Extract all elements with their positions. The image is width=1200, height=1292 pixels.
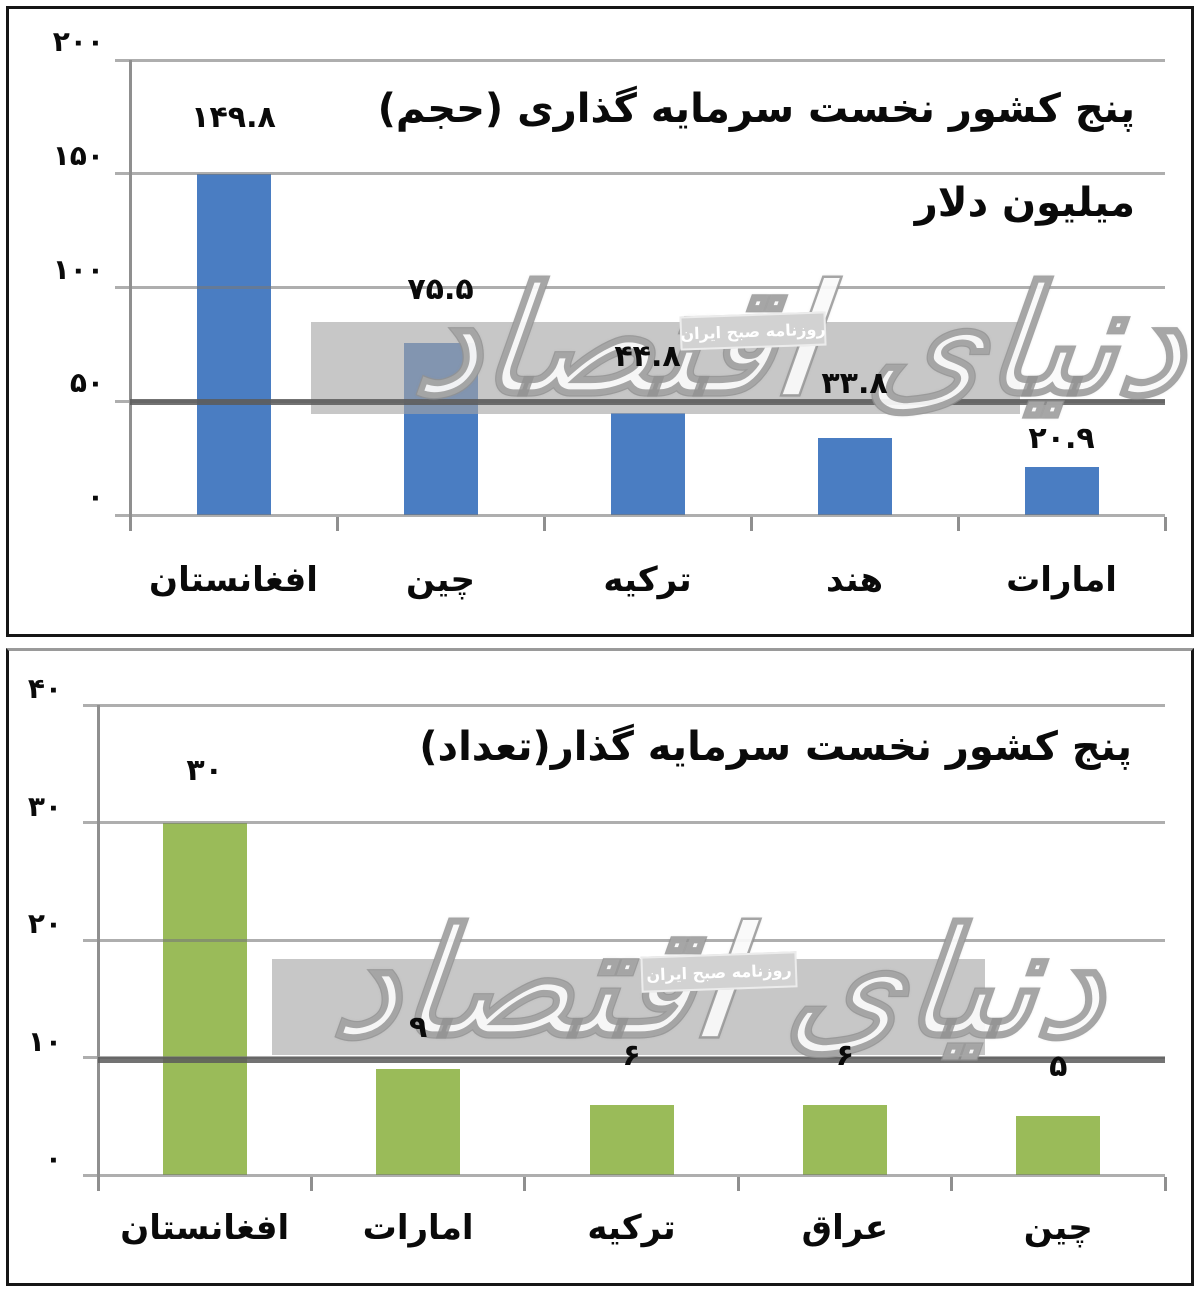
bar: [1024, 467, 1099, 515]
gridline: [115, 172, 1165, 176]
y-axis-label: ۱۵۰: [52, 138, 104, 172]
x-axis-tick: [950, 1177, 954, 1191]
x-axis-tick: [542, 517, 546, 531]
category-label: ترکیه: [587, 1208, 676, 1248]
y-axis-label: ۴۰: [27, 672, 62, 705]
gridline: [115, 286, 1165, 289]
category-label: چین: [406, 560, 475, 600]
x-axis-tick: [956, 517, 960, 531]
category-label: امارات: [1006, 560, 1117, 600]
y-axis-line: [128, 60, 132, 531]
gridline: [83, 1173, 1165, 1177]
y-axis-label: ۲۰۰: [52, 25, 104, 58]
x-axis-tick: [309, 1177, 313, 1191]
x-axis-tick: [523, 1177, 527, 1191]
gridline: [83, 821, 1165, 824]
x-axis-tick: [128, 517, 132, 531]
bar: [196, 174, 271, 515]
bar-value-label: ۲۰.۹: [1028, 421, 1095, 457]
bar: [162, 822, 247, 1175]
volume-chart-panel: [6, 6, 1194, 637]
watermark-small-box: روزنامه صبح ایران: [640, 951, 798, 993]
y-axis-line: [96, 705, 100, 1191]
watermark-dark-rule: [98, 1057, 1165, 1063]
y-axis-label: ۳۰: [27, 789, 62, 823]
bar: [802, 1104, 887, 1175]
y-axis-label: ۰: [86, 480, 104, 513]
category-label: افغانستان: [120, 1208, 290, 1248]
volume-chart-subtitle: میلیون دلار: [914, 180, 1135, 226]
bar-value-label: ۴۴.۸: [614, 339, 681, 375]
bar-value-label: ۶: [622, 1037, 641, 1073]
watermark-band: [311, 322, 1020, 414]
bar: [589, 1104, 674, 1175]
x-axis-tick: [96, 1177, 100, 1191]
x-axis-tick: [1163, 517, 1167, 531]
bar-value-label: ۶: [835, 1037, 855, 1073]
category-label: عراق: [801, 1208, 889, 1248]
bar: [376, 1069, 461, 1175]
y-axis-label: ۵۰: [69, 366, 104, 400]
gridline: [115, 513, 1165, 517]
category-label: امارات: [362, 1208, 474, 1248]
y-axis-label: ۱۰۰: [52, 252, 104, 286]
y-axis-label: ۰: [44, 1142, 62, 1175]
y-axis-label: ۲۰: [27, 907, 62, 940]
x-axis-tick: [335, 517, 339, 531]
bar-value-label: ۳۳.۸: [821, 366, 888, 402]
gridline: [83, 703, 1165, 707]
bar-value-label: ۹: [408, 1010, 428, 1046]
bar-value-label: ۳۰: [186, 752, 223, 788]
bar-value-label: ۵: [1049, 1049, 1068, 1085]
category-label: چین: [1023, 1208, 1093, 1248]
x-axis-tick: [749, 517, 753, 531]
bar: [610, 413, 685, 515]
bar-value-label: ۱۴۹.۸: [191, 100, 276, 136]
bar-value-label: ۷۵.۵: [407, 272, 474, 308]
count-chart-title: پنج کشور نخست سرمایه گذار(تعداد): [419, 724, 1132, 770]
bar: [817, 438, 892, 515]
x-axis-tick: [1163, 1177, 1167, 1191]
category-label: افغانستان: [149, 560, 318, 600]
gridline: [115, 58, 1165, 62]
bar: [1016, 1116, 1101, 1175]
category-label: ترکیه: [603, 560, 692, 600]
gridline: [83, 938, 1165, 942]
y-axis-label: ۱۰: [27, 1024, 62, 1058]
count-chart-panel: [6, 648, 1194, 1286]
x-axis-tick: [736, 1177, 740, 1191]
watermark-dark-rule: [130, 399, 1165, 405]
watermark-band: [272, 959, 985, 1055]
category-label: هند: [825, 560, 884, 600]
volume-chart-title: پنج کشور نخست سرمایه گذاری (حجم): [377, 86, 1135, 132]
